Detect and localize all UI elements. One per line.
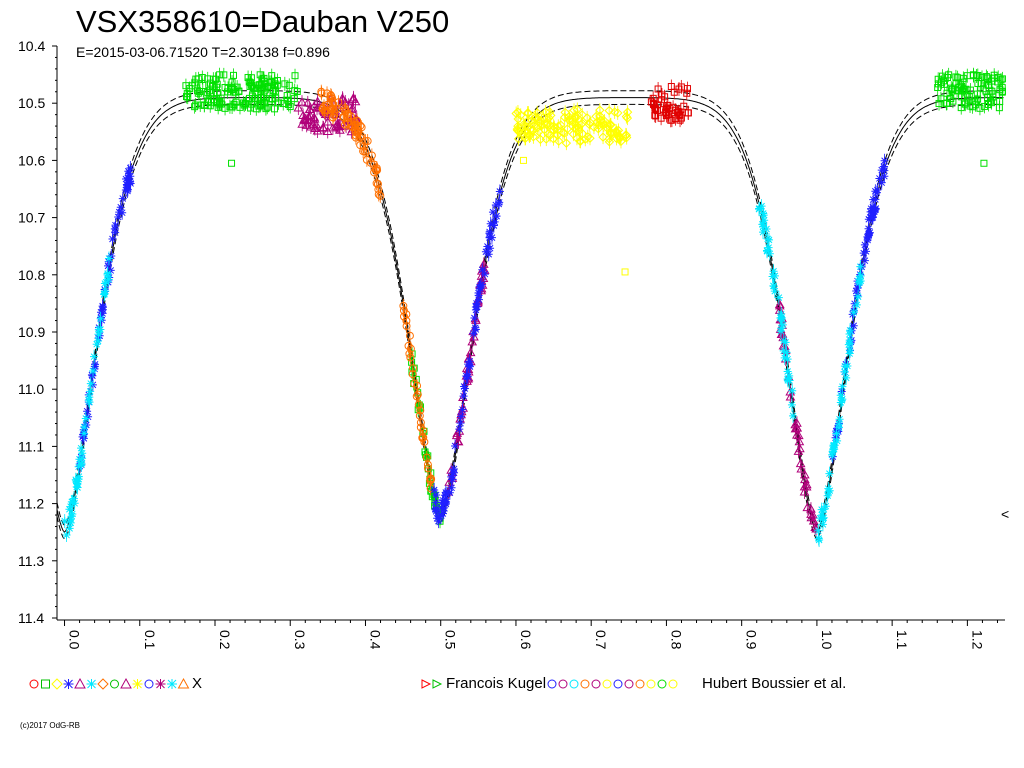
- legend-glyph: [613, 679, 623, 689]
- model-curve-line: [56, 90, 1004, 527]
- axes: 10.4 10.5 10.6 10.7 10.8 10.9 11.0 11.1 11.2 11.3…: [18, 38, 1005, 650]
- y-tick-label: 11.2: [18, 496, 44, 512]
- x-tick-label: 0.9: [744, 630, 760, 650]
- y-tick-label: 11.0: [18, 381, 44, 397]
- y-tick-label: 11.3: [18, 553, 44, 569]
- legend-glyph: [177, 677, 190, 689]
- legend-glyph: [432, 679, 443, 689]
- legend-glyph: [110, 679, 119, 689]
- chart-title: VSX358610=Dauban V250: [76, 4, 449, 39]
- legend-glyph: [657, 679, 667, 689]
- legend-glyph: [29, 679, 39, 689]
- legend-middle-label: Francois Kugel: [446, 675, 546, 692]
- legend-glyph: [86, 679, 97, 689]
- right-edge-mark: <: [1001, 506, 1009, 522]
- y-tick-label: 11.4: [18, 610, 44, 626]
- legend-glyph: [569, 679, 579, 689]
- x-tick-label: 0.1: [142, 630, 158, 650]
- observation-points: [60, 67, 1006, 548]
- outlier-point: [980, 159, 988, 167]
- x-tick-label: 0.3: [292, 630, 308, 650]
- y-tick-label: 10.4: [18, 38, 45, 54]
- outlier-point: [228, 159, 236, 167]
- legend-glyph: [41, 679, 50, 689]
- copyright-credit: (c)2017 OdG-RB: [20, 721, 80, 730]
- legend-glyph: [602, 679, 612, 689]
- legend-glyph: [132, 679, 143, 689]
- legend-glyph: [144, 679, 154, 689]
- legend-glyph: [155, 679, 166, 689]
- chart-subtitle: E=2015-03-06.71520 T=2.30138 f=0.896: [76, 44, 330, 60]
- series-4: [60, 199, 865, 548]
- series-2: [317, 84, 436, 496]
- legend-left-label: X: [192, 675, 202, 692]
- x-tick-label: 0.2: [217, 630, 233, 650]
- series-6: [647, 79, 692, 128]
- legend-glyph: [624, 679, 634, 689]
- x-tick-label: 0.6: [518, 630, 534, 650]
- legend: X Francois Kugel Hubert Boussier et al.: [29, 675, 846, 692]
- legend-glyphs: [29, 677, 678, 690]
- legend-glyph: [668, 679, 678, 689]
- legend-glyph: [421, 679, 432, 689]
- y-tick-label: 10.8: [18, 267, 45, 283]
- legend-glyph: [120, 677, 132, 689]
- x-tick-label: 1.1: [894, 630, 910, 650]
- legend-glyph: [547, 679, 557, 689]
- series-0: [182, 67, 1006, 529]
- legend-glyph: [591, 679, 601, 689]
- legend-glyph: [97, 678, 109, 690]
- series-5: [511, 102, 633, 151]
- x-tick-label: 0.5: [443, 630, 459, 650]
- y-tick-label: 11.1: [18, 438, 44, 454]
- x-tick-label: 0.0: [67, 630, 83, 650]
- x-tick-label: 1.2: [969, 630, 985, 650]
- legend-right-label: Hubert Boussier et al.: [702, 675, 846, 692]
- y-tick-label: 10.5: [18, 95, 45, 111]
- legend-glyph: [558, 679, 568, 689]
- x-tick-label: 0.8: [668, 630, 684, 650]
- legend-glyph: [51, 678, 63, 690]
- x-tick-label: 0.4: [367, 630, 383, 650]
- outlier-point: [621, 268, 629, 276]
- legend-glyph: [167, 679, 177, 689]
- legend-glyph: [646, 679, 656, 689]
- x-tick-label: 1.0: [819, 630, 835, 650]
- model-curve-line: [56, 97, 1004, 533]
- legend-glyph: [580, 679, 590, 689]
- outlier-point: [519, 156, 527, 164]
- legend-glyph: [635, 679, 645, 689]
- x-tick-label: 0.7: [593, 630, 609, 650]
- y-tick-label: 10.6: [18, 152, 45, 168]
- legend-glyph: [74, 677, 86, 689]
- y-tick-label: 10.9: [18, 324, 45, 340]
- model-curve: [56, 90, 1004, 540]
- y-tick-label: 10.7: [18, 210, 45, 226]
- model-curve-line: [56, 103, 1004, 540]
- series-3: [75, 153, 889, 529]
- legend-glyph: [63, 679, 74, 689]
